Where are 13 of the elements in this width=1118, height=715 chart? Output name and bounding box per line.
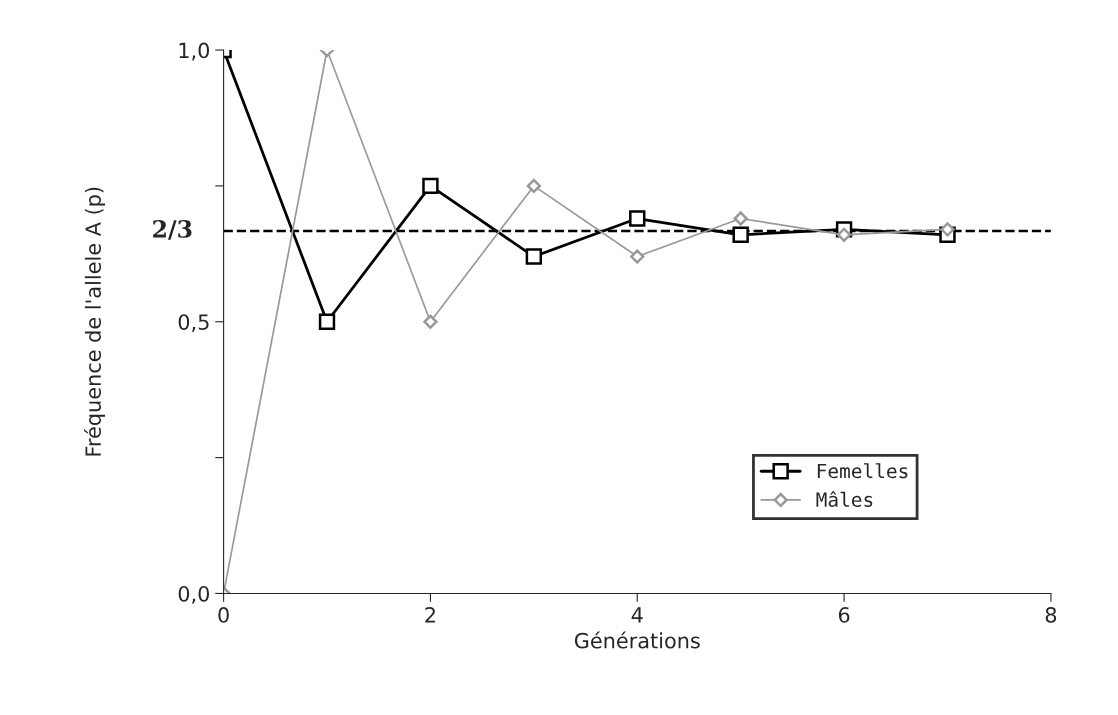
annotation: 2/3 — [153, 219, 192, 240]
y-tick-label: 1,0 — [179, 42, 210, 61]
x-axis-title: Générations — [574, 631, 700, 649]
legend-label: Mâles — [816, 491, 873, 507]
x-tick-label: 2 — [425, 607, 435, 623]
x-tick-label: 8 — [1045, 607, 1057, 623]
x-tick-label: 4 — [631, 607, 643, 623]
x-tick-label: 0 — [218, 607, 229, 623]
y-tick-label: 0,0 — [178, 585, 210, 604]
y-axis-title: Fréquence de l'allele A (p) — [84, 187, 106, 456]
x-tick-label: 6 — [838, 607, 850, 623]
y-tick-label: 0,5 — [178, 314, 209, 333]
legend-label: Femelles — [817, 463, 908, 479]
